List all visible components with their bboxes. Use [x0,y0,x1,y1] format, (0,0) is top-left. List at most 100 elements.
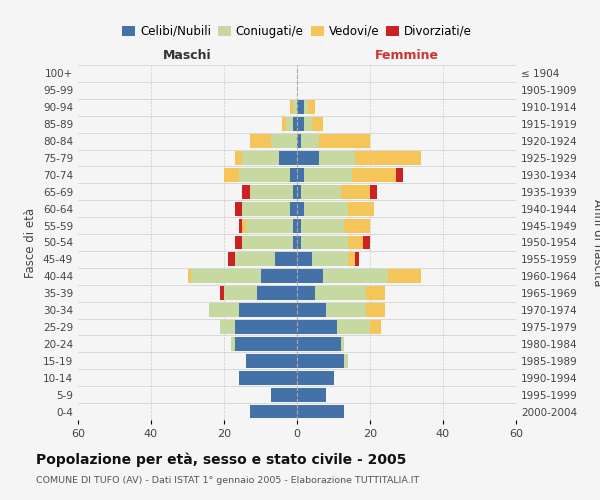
Bar [235,151,242,165]
Bar [235,337,297,351]
Bar [235,320,297,334]
Bar [315,286,367,300]
Bar [395,168,403,182]
Bar [319,151,355,165]
Bar [304,168,352,182]
Y-axis label: Anni di nascita: Anni di nascita [592,199,600,286]
Bar [297,185,301,198]
Bar [308,100,315,114]
Bar [290,202,297,215]
Bar [235,252,275,266]
Bar [301,185,341,198]
Text: Popolazione per età, sesso e stato civile - 2005: Popolazione per età, sesso e stato civil… [36,452,406,467]
Bar [257,286,297,300]
Bar [297,371,334,384]
Bar [297,236,301,250]
Bar [293,236,297,250]
Bar [246,218,293,232]
Bar [283,117,286,131]
Bar [191,270,260,283]
Bar [355,252,359,266]
Y-axis label: Fasce di età: Fasce di età [25,208,37,278]
Bar [239,168,290,182]
Bar [344,218,370,232]
Bar [260,270,297,283]
Bar [344,354,348,368]
Bar [224,168,239,182]
Bar [209,303,239,317]
Bar [242,236,293,250]
Bar [301,236,348,250]
Bar [242,202,290,215]
Bar [232,337,235,351]
Text: Femmine: Femmine [374,48,439,62]
Bar [235,202,242,215]
Bar [286,117,293,131]
Bar [242,218,246,232]
Bar [246,354,297,368]
Bar [367,303,385,317]
Bar [250,134,271,148]
Bar [301,218,344,232]
Bar [355,151,421,165]
Bar [271,388,297,402]
Bar [250,185,293,198]
Bar [224,286,257,300]
Text: COMUNE DI TUFO (AV) - Dati ISTAT 1° gennaio 2005 - Elaborazione TUTTITALIA.IT: COMUNE DI TUFO (AV) - Dati ISTAT 1° genn… [36,476,419,485]
Bar [297,218,301,232]
Bar [297,320,337,334]
Bar [352,168,395,182]
Bar [242,185,250,198]
Bar [297,270,323,283]
Bar [297,100,304,114]
Bar [279,151,297,165]
Bar [348,202,374,215]
Bar [297,168,304,182]
Bar [297,388,326,402]
Bar [367,286,385,300]
Bar [304,117,311,131]
Bar [271,134,297,148]
Bar [293,185,297,198]
Bar [235,236,242,250]
Bar [348,236,363,250]
Bar [239,371,297,384]
Bar [362,236,370,250]
Bar [304,202,348,215]
Bar [297,354,344,368]
Bar [293,218,297,232]
Bar [370,185,377,198]
Bar [293,117,297,131]
Bar [297,404,344,418]
Bar [250,404,297,418]
Bar [319,134,370,148]
Bar [297,134,301,148]
Bar [297,337,341,351]
Bar [348,252,355,266]
Bar [301,134,319,148]
Bar [388,270,421,283]
Bar [326,303,367,317]
Bar [341,337,344,351]
Bar [323,270,388,283]
Text: Maschi: Maschi [163,48,212,62]
Bar [290,100,293,114]
Bar [297,202,304,215]
Bar [220,320,235,334]
Bar [290,168,297,182]
Bar [304,100,308,114]
Bar [341,185,370,198]
Bar [275,252,297,266]
Bar [242,151,279,165]
Bar [227,252,235,266]
Bar [311,252,348,266]
Bar [293,100,297,114]
Bar [239,218,242,232]
Legend: Celibi/Nubili, Coniugati/e, Vedovi/e, Divorziati/e: Celibi/Nubili, Coniugati/e, Vedovi/e, Di… [122,25,472,38]
Bar [297,303,326,317]
Bar [297,252,311,266]
Bar [297,286,315,300]
Bar [370,320,381,334]
Bar [297,117,304,131]
Bar [187,270,191,283]
